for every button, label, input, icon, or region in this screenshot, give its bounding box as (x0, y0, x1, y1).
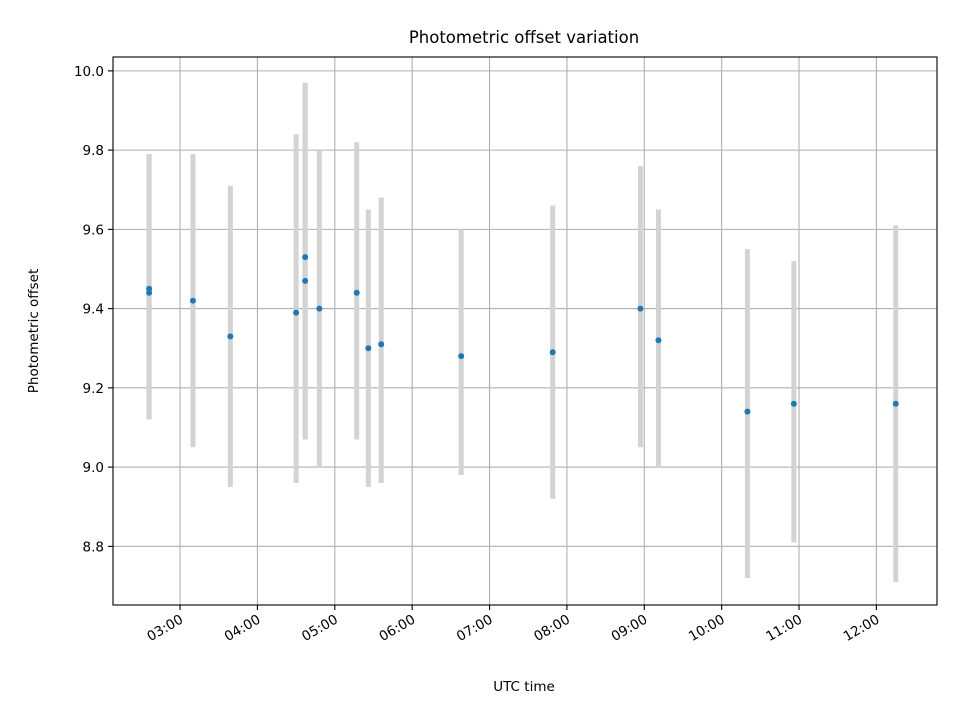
data-point (316, 305, 323, 312)
data-point (378, 341, 385, 348)
y-tick-label: 8.8 (83, 539, 104, 555)
data-point (302, 254, 309, 261)
data-point (146, 289, 153, 296)
y-tick-label: 9.6 (83, 222, 104, 238)
chart-title: Photometric offset variation (409, 28, 639, 47)
y-axis-label: Photometric offset (26, 269, 42, 393)
y-tick-label: 9.8 (83, 143, 104, 159)
data-points (146, 254, 899, 415)
data-point (458, 353, 465, 360)
data-point (549, 349, 556, 356)
data-point (637, 305, 644, 312)
data-point (353, 289, 360, 296)
data-point (365, 345, 372, 352)
y-tick-label: 9.4 (83, 302, 104, 318)
data-point (744, 408, 751, 415)
data-point (227, 333, 234, 340)
y-axis-ticks: 8.8 9.0 9.2 9.4 9.6 9.8 10.0 (74, 64, 113, 555)
data-point (892, 400, 899, 407)
data-point (189, 297, 196, 304)
plot-frame (112, 56, 938, 606)
data-point (302, 277, 309, 284)
data-point (293, 309, 300, 316)
grid (113, 57, 937, 605)
y-tick-label: 10.0 (74, 64, 104, 80)
y-tick-label: 9.0 (83, 460, 104, 476)
data-point (790, 400, 797, 407)
y-tick-label: 9.2 (83, 381, 104, 397)
data-point (655, 337, 662, 344)
x-axis-label: UTC time (493, 679, 555, 695)
